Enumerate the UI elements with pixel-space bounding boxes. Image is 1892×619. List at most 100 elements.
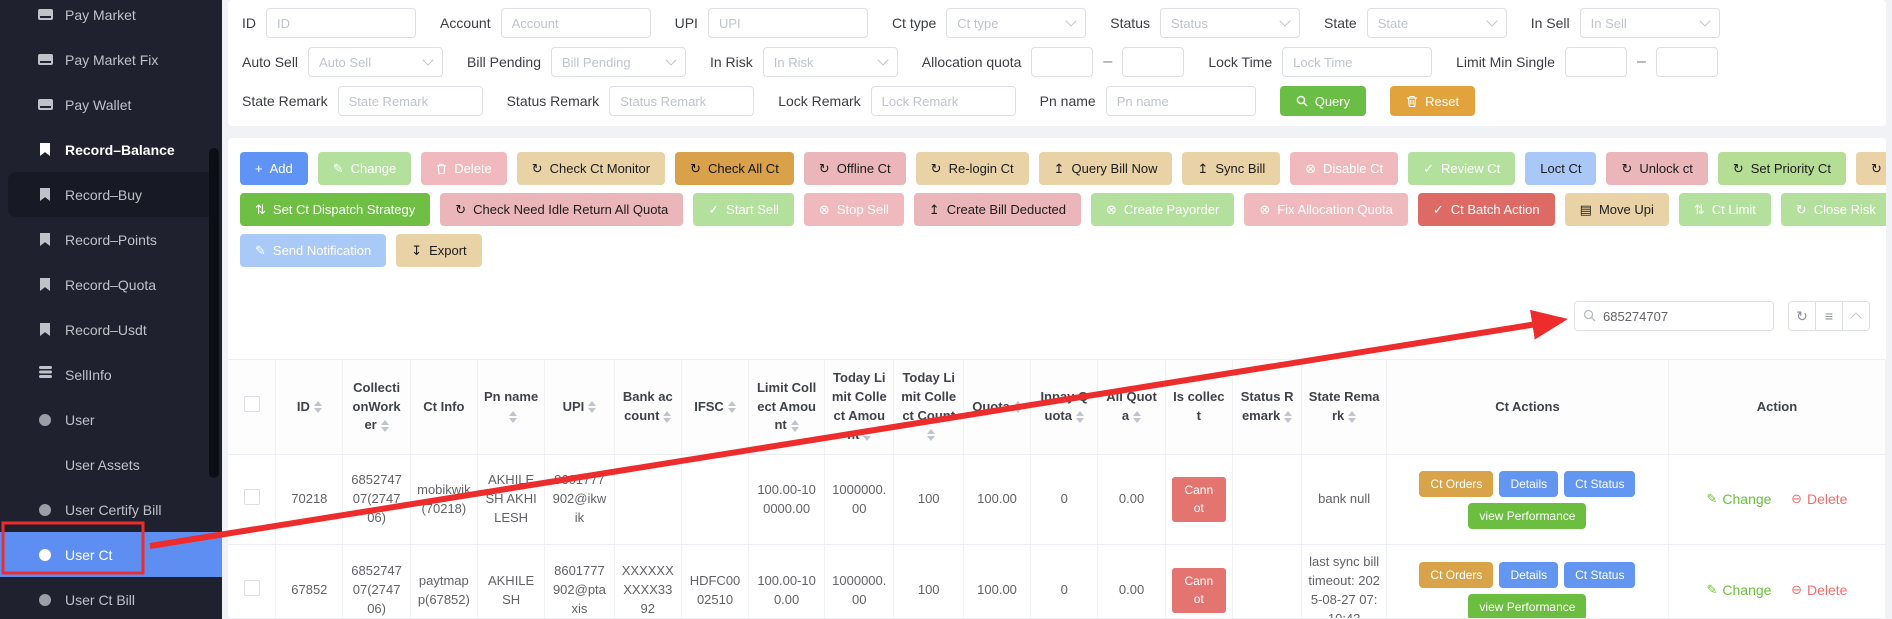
account-input[interactable] xyxy=(500,8,651,38)
unlock-ct-button[interactable]: ↻ Unlock ct xyxy=(1606,152,1708,185)
delete-button[interactable]: Delete xyxy=(421,152,507,185)
sort-icon[interactable] xyxy=(926,429,935,442)
lock-remark-input[interactable] xyxy=(870,86,1016,116)
sort-icon[interactable] xyxy=(1348,410,1357,423)
allocation-quota-min-input[interactable] xyxy=(1031,47,1094,77)
relogin-ct-button[interactable]: ↻ Re-login Ct xyxy=(915,152,1029,185)
sort-icon[interactable] xyxy=(790,419,799,432)
row-checkbox[interactable] xyxy=(243,579,260,596)
move-upi-button[interactable]: ▤ Move Upi xyxy=(1564,193,1669,226)
send-notification-button[interactable]: ✎ Send Notification xyxy=(240,234,387,267)
sort-icon[interactable] xyxy=(1284,410,1293,423)
stop-sell-button[interactable]: ⊗ Stop Sell xyxy=(803,193,904,226)
check-need-idle-return-all-quota-button[interactable]: ↻ Check Need Idle Return All Quota xyxy=(440,193,684,226)
lock-time-input[interactable] xyxy=(1282,47,1433,77)
sidebar-item-user-assets[interactable]: User Assets xyxy=(0,442,222,487)
ct-status-button[interactable]: Ct Status xyxy=(1564,470,1636,497)
header-state-remark: State Remark xyxy=(1301,359,1387,455)
review-ct-button[interactable]: ✓ Review Ct xyxy=(1408,152,1516,185)
sort-icon[interactable] xyxy=(509,410,518,423)
sort-icon[interactable] xyxy=(1076,410,1084,423)
sort-icon[interactable] xyxy=(1013,401,1022,414)
bill-pending-select[interactable]: Bill Pending xyxy=(550,47,686,77)
check-ct-monitor-button[interactable]: ↻ Check Ct Monitor xyxy=(516,152,666,185)
column-settings-button[interactable]: ≡ xyxy=(1815,301,1843,331)
check-all-ct-button[interactable]: ↻ Check All Ct xyxy=(675,152,794,185)
sort-icon[interactable] xyxy=(663,410,672,423)
reset-ct-priority-button[interactable]: ↻Reset Ct Priority xyxy=(1855,152,1886,185)
id-input[interactable] xyxy=(266,8,416,38)
start-sell-button[interactable]: ✓ Start Sell xyxy=(693,193,794,226)
allocation-quota-max-input[interactable] xyxy=(1122,47,1185,77)
sidebar-item-user[interactable]: User xyxy=(0,397,222,442)
create-payorder-button[interactable]: ⊗ Create Payorder xyxy=(1091,193,1235,226)
pn-name-input[interactable] xyxy=(1105,86,1256,116)
loct-ct-button[interactable]: Loct Ct xyxy=(1525,152,1597,185)
sidebar-item-record-points[interactable]: Record–Points xyxy=(0,217,222,262)
select-all-checkbox[interactable] xyxy=(243,396,260,413)
collapse-button[interactable] xyxy=(1842,301,1870,331)
status-remark-input[interactable] xyxy=(609,86,755,116)
state-remark-input[interactable] xyxy=(337,86,483,116)
limit-min-single-max-input[interactable] xyxy=(1655,47,1718,77)
details-button[interactable]: Details xyxy=(1499,561,1559,588)
in-risk-select[interactable]: In Risk xyxy=(762,47,898,77)
sort-icon[interactable] xyxy=(1133,410,1142,423)
disable-ct-button[interactable]: ⊗ Disable Ct xyxy=(1290,152,1399,185)
ct-type-select[interactable]: Ct type xyxy=(946,8,1087,38)
row-change-button[interactable]: ✎ Change xyxy=(1699,582,1780,598)
auto-sell-select[interactable]: Auto Sell xyxy=(308,47,444,77)
row-checkbox[interactable] xyxy=(243,488,260,505)
sidebar-item-pay-wallet[interactable]: Pay Wallet xyxy=(0,82,222,127)
create-bill-deducted-button[interactable]: ↥ Create Bill Deducted xyxy=(913,193,1082,226)
sort-icon[interactable] xyxy=(313,401,322,414)
sidebar-scrollbar-thumb[interactable] xyxy=(209,148,219,478)
sidebar-item-user-certify-bill[interactable]: User Certify Bill xyxy=(0,487,222,532)
row-delete-button[interactable]: ⊖ Delete xyxy=(1783,582,1855,598)
sidebar-item-pay-market[interactable]: Pay Market xyxy=(0,0,222,37)
sidebar-item-record-balance[interactable]: Record–Balance xyxy=(0,127,222,172)
sidebar-item-sellinfo[interactable]: SellInfo xyxy=(0,352,222,397)
row-change-button[interactable]: ✎ Change xyxy=(1699,491,1780,507)
sort-icon[interactable] xyxy=(380,419,389,432)
sidebar-item-pay-market-fix[interactable]: Pay Market Fix xyxy=(0,37,222,82)
query-bill-now-button[interactable]: ↥ Query Bill Now xyxy=(1038,152,1173,185)
query-button[interactable]: Query xyxy=(1279,86,1367,116)
ct-orders-button[interactable]: Ct Orders xyxy=(1419,561,1494,588)
set-priority-ct-button[interactable]: ↻ Set Priority Ct xyxy=(1717,152,1846,185)
sidebar-item-record-usdt[interactable]: Record–Usdt xyxy=(0,307,222,352)
sort-icon[interactable] xyxy=(863,429,872,442)
limit-min-single-min-input[interactable] xyxy=(1564,47,1627,77)
sync-bill-button[interactable]: ↥ Sync Bill xyxy=(1182,152,1281,185)
change-button[interactable]: ✎ Change xyxy=(317,152,412,185)
sidebar-item-user-ct[interactable]: User Ct xyxy=(0,532,222,577)
in-sell-select[interactable]: In Sell xyxy=(1579,8,1720,38)
refresh-table-button[interactable]: ↻ xyxy=(1788,301,1816,331)
ct-status-button[interactable]: Ct Status xyxy=(1564,561,1636,588)
sidebar-item-record-buy[interactable]: Record–Buy xyxy=(8,172,214,217)
details-button[interactable]: Details xyxy=(1499,470,1559,497)
view-performance-button[interactable]: view Performance xyxy=(1468,593,1587,618)
add-button[interactable]: + Add xyxy=(240,152,308,185)
sidebar-item-user-ct-bill[interactable]: User Ct Bill xyxy=(0,577,222,619)
view-performance-button[interactable]: view Performance xyxy=(1468,502,1587,529)
export-button[interactable]: ↧ Export xyxy=(396,234,482,267)
ct-orders-button[interactable]: Ct Orders xyxy=(1419,470,1494,497)
row-delete-button[interactable]: ⊖ Delete xyxy=(1783,491,1855,507)
reset-button[interactable]: Reset xyxy=(1390,86,1476,116)
chevron-down-icon xyxy=(1486,15,1498,27)
table-search-input[interactable] xyxy=(1574,301,1774,331)
cell-ct-info: paytmapp(67852) xyxy=(410,544,478,618)
sidebar-item-record-quota[interactable]: Record–Quota xyxy=(0,262,222,307)
upi-input[interactable] xyxy=(707,8,868,38)
offline-ct-button[interactable]: ↻ Offline Ct xyxy=(803,152,906,185)
fix-allocation-quota-button[interactable]: ⊗ Fix Allocation Quota xyxy=(1244,193,1408,226)
ct-limit-button[interactable]: ⇅ Ct Limit xyxy=(1678,193,1771,226)
sort-icon[interactable] xyxy=(588,401,597,414)
sort-icon[interactable] xyxy=(727,401,736,414)
status-select[interactable]: Status xyxy=(1160,8,1300,38)
ct-batch-action-button[interactable]: ✓ Ct Batch Action xyxy=(1417,193,1555,226)
state-select[interactable]: State xyxy=(1366,8,1507,38)
set-ct-dispatch-strategy-button[interactable]: ⇅ Set Ct Dispatch Strategy xyxy=(240,193,431,226)
close-risk-button[interactable]: ↻ Close Risk xyxy=(1780,193,1886,226)
